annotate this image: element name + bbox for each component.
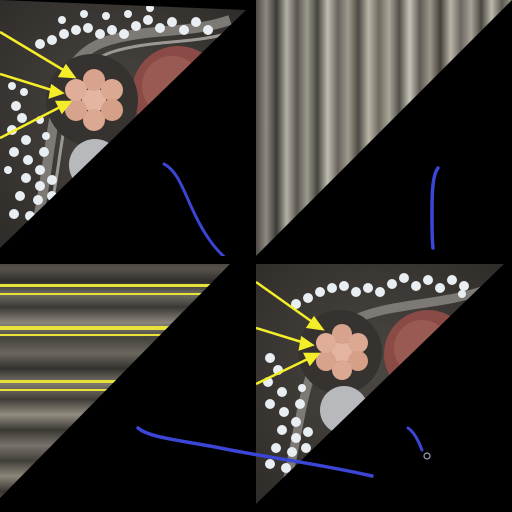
cross-section-figure-2 <box>256 264 504 504</box>
annotation-arrows <box>0 30 77 140</box>
pen-stroke <box>162 162 226 256</box>
horizontal-stripe-figure <box>0 264 230 498</box>
cross-section-figure <box>0 0 246 256</box>
copper-strands <box>65 69 123 131</box>
pen-stroke <box>430 166 440 250</box>
panel-cross-section-top-left <box>0 0 256 256</box>
red-core-inner <box>142 56 202 116</box>
panel-horizontal-stripes <box>0 256 256 512</box>
panel-vertical-stripes <box>256 0 512 256</box>
red-core-inner <box>394 320 450 376</box>
vertical-stripes <box>256 0 512 256</box>
copper-strands <box>316 324 368 380</box>
annotation-arrows <box>256 280 325 386</box>
steel-balls <box>4 4 213 221</box>
vertical-stripe-figure <box>256 0 512 256</box>
grey-ball <box>69 139 121 191</box>
pen-stroke-small <box>406 426 424 452</box>
pointer-marker <box>423 452 431 460</box>
panel-cross-section-bottom-right <box>256 256 512 512</box>
grey-ball <box>320 386 368 434</box>
